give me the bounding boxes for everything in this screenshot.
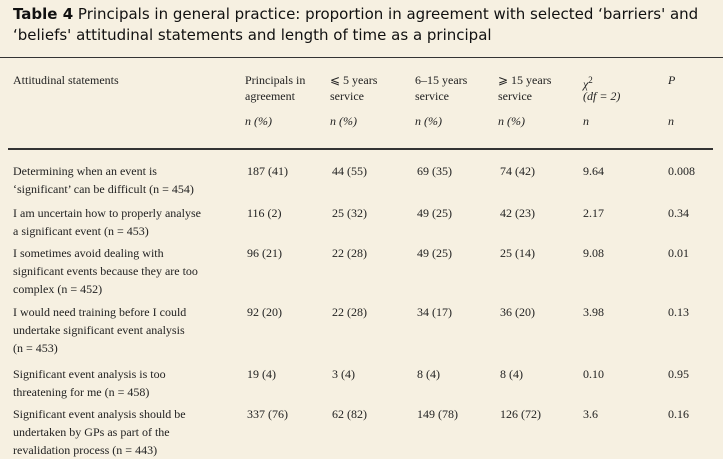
column-header: agreement — [245, 89, 295, 103]
column-header: ⩾ 15 years — [498, 73, 552, 87]
statement: Determining when an event is — [13, 164, 157, 178]
cell: 0.16 — [668, 407, 689, 421]
cell: 337 (76) — [247, 407, 288, 421]
cell: 22 (28) — [332, 305, 367, 319]
cell: 187 (41) — [247, 164, 288, 178]
cell: 2.17 — [583, 206, 604, 220]
cell: 149 (78) — [417, 407, 458, 421]
cell: 3.98 — [583, 305, 604, 319]
cell: 8 (4) — [417, 367, 440, 381]
cell: 34 (17) — [417, 305, 452, 319]
cell: 74 (42) — [500, 164, 535, 178]
unit-label: n (%) — [245, 114, 272, 128]
cell: 36 (20) — [500, 305, 535, 319]
statement: I am uncertain how to properly analyse — [13, 206, 201, 220]
statement: (n = 453) — [13, 341, 58, 355]
statement: undertake significant event analysis — [13, 323, 185, 337]
statement: Significant event analysis is too — [13, 367, 166, 381]
statement: I would need training before I could — [13, 305, 187, 319]
cell: 0.10 — [583, 367, 604, 381]
cell: 25 (14) — [500, 246, 535, 260]
statement: ‘significant’ can be difficult (n = 454) — [13, 182, 194, 196]
cell: 116 (2) — [247, 206, 282, 220]
cell: 0.34 — [668, 206, 689, 220]
statement: revalidation process (n = 443) — [13, 443, 158, 457]
unit-label: n — [583, 114, 589, 128]
column-header: service — [330, 89, 364, 103]
statement: I sometimes avoid dealing with — [13, 246, 164, 260]
unit-label: n — [668, 114, 674, 128]
cell: 9.64 — [583, 164, 604, 178]
cell: 49 (25) — [417, 246, 452, 260]
cell: 0.01 — [668, 246, 689, 260]
table-label: Table 4 — [13, 5, 74, 23]
unit-label: n (%) — [330, 114, 357, 128]
cell: 69 (35) — [417, 164, 452, 178]
caption-line: Principals in general practice: proporti… — [77, 5, 699, 23]
column-header: ⩽ 5 years — [330, 73, 378, 87]
cell: 3 (4) — [332, 367, 355, 381]
cell: 3.6 — [583, 407, 598, 421]
column-header: 6–15 years — [415, 73, 468, 87]
column-header: Principals in — [245, 73, 306, 87]
statement: significant events because they are too — [13, 264, 198, 278]
header-rule — [8, 148, 713, 150]
statement: complex (n = 452) — [13, 282, 103, 296]
cell: 96 (21) — [247, 246, 282, 260]
column-header: service — [415, 89, 449, 103]
statement: threatening for me (n = 458) — [13, 385, 150, 399]
cell: 0.008 — [668, 164, 695, 178]
unit-label: n (%) — [415, 114, 442, 128]
unit-label: n (%) — [498, 114, 525, 128]
top-rule — [0, 57, 723, 58]
statement: undertaken by GPs as part of the — [13, 425, 170, 439]
statement: a significant event (n = 453) — [13, 224, 149, 238]
column-header: χ2 — [583, 75, 593, 91]
cell: 0.95 — [668, 367, 689, 381]
cell: 126 (72) — [500, 407, 541, 421]
table-title: Table 4 Principals in general practice: … — [13, 4, 698, 46]
cell: 8 (4) — [500, 367, 523, 381]
column-header: Attitudinal statements — [13, 73, 119, 87]
cell: 25 (32) — [332, 206, 367, 220]
column-header: (df = 2) — [583, 89, 621, 103]
cell: 19 (4) — [247, 367, 276, 381]
cell: 49 (25) — [417, 206, 452, 220]
superscript: 2 — [588, 75, 593, 85]
cell: 42 (23) — [500, 206, 535, 220]
cell: 0.13 — [668, 305, 689, 319]
cell: 92 (20) — [247, 305, 282, 319]
cell: 22 (28) — [332, 246, 367, 260]
caption-line: ‘beliefs' attitudinal statements and len… — [13, 26, 492, 44]
cell: 62 (82) — [332, 407, 367, 421]
statement: Significant event analysis should be — [13, 407, 186, 421]
column-header: P — [668, 73, 676, 87]
cell: 9.08 — [583, 246, 604, 260]
column-header: service — [498, 89, 532, 103]
cell: 44 (55) — [332, 164, 367, 178]
